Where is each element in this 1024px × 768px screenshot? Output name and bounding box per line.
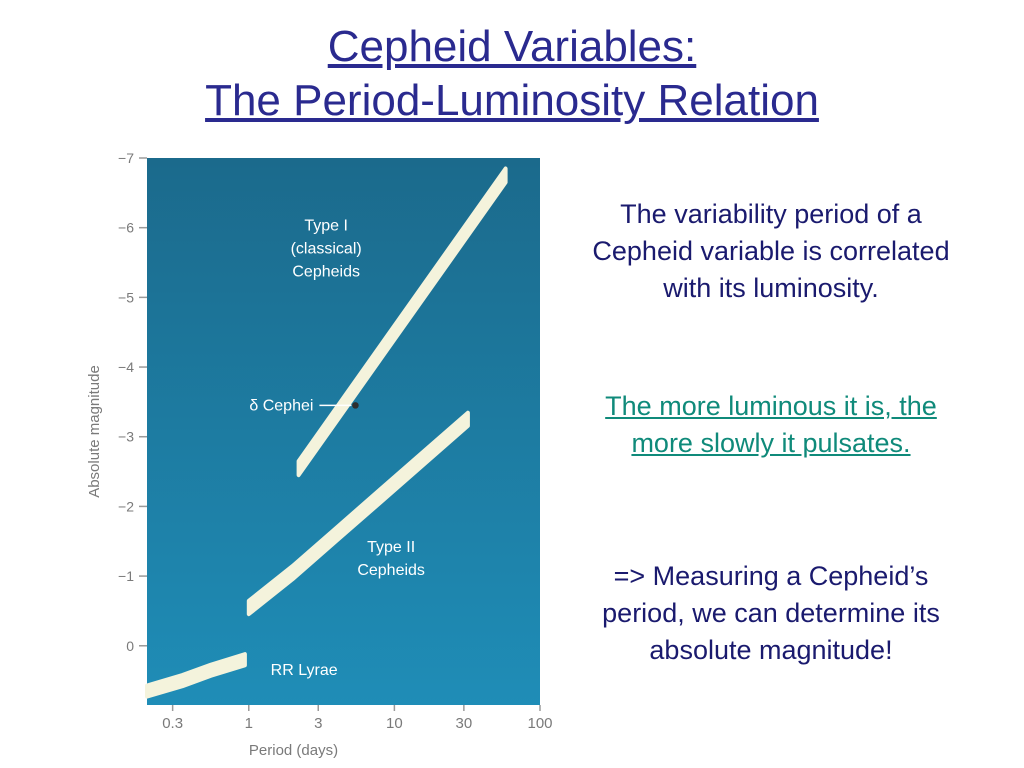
series-label-line: Type I [304,218,348,235]
conclusion-line-1: => Measuring a Cepheid’s period, we can … [602,561,940,665]
series-label-line: Cepheids [292,264,360,281]
series-label-line: (classical) [291,241,362,258]
x-tick-label: 3 [314,715,322,732]
plot-area [147,158,540,705]
x-tick-label: 0.3 [162,715,183,732]
x-tick-label: 10 [386,715,403,732]
title-line-2: The Period-Luminosity Relation [205,76,819,125]
description-paragraph: The variability period of a Cepheid vari… [592,199,950,303]
title-line-1: Cepheid Variables: [327,22,697,71]
emphasis-paragraph: The more luminous it is, the more slowly… [605,391,937,458]
y-tick-label: 0 [126,638,134,654]
period-luminosity-chart: 0 −1 −2 −3 −4 −5 −6 −7 0.3 1 3 10 30 100 Period (days)… [86,150,553,759]
slide-title: Cepheid Variables: The Period-Luminosity… [0,20,1024,128]
series-band-1 [296,166,508,478]
series-band-3 [145,652,247,699]
series-label-line: Type II [367,539,415,556]
conclusion-paragraph: => Measuring a Cepheid’s period, we can … [585,558,957,669]
series-band-2 [246,410,470,617]
annotation-label: δ Cephei [249,397,313,414]
x-tick-label: 30 [456,715,473,732]
x-tick-label: 100 [527,715,552,732]
y-axis-title: Absolute magnitude [86,365,103,498]
y-tick-label: −4 [118,359,134,375]
y-tick-label: −5 [118,289,134,305]
y-tick-label: −1 [118,568,134,584]
y-tick-label: −3 [118,429,134,445]
series-label-line: RR Lyrae [271,662,338,679]
x-tick-label: 1 [245,715,253,732]
delta-cephei-point [352,402,359,409]
series-label-line: Cepheids [357,562,425,579]
y-tick-label: −2 [118,498,134,514]
y-tick-label: −6 [118,220,134,236]
x-axis-title: Period (days) [249,742,338,759]
y-tick-label: −7 [118,150,134,166]
